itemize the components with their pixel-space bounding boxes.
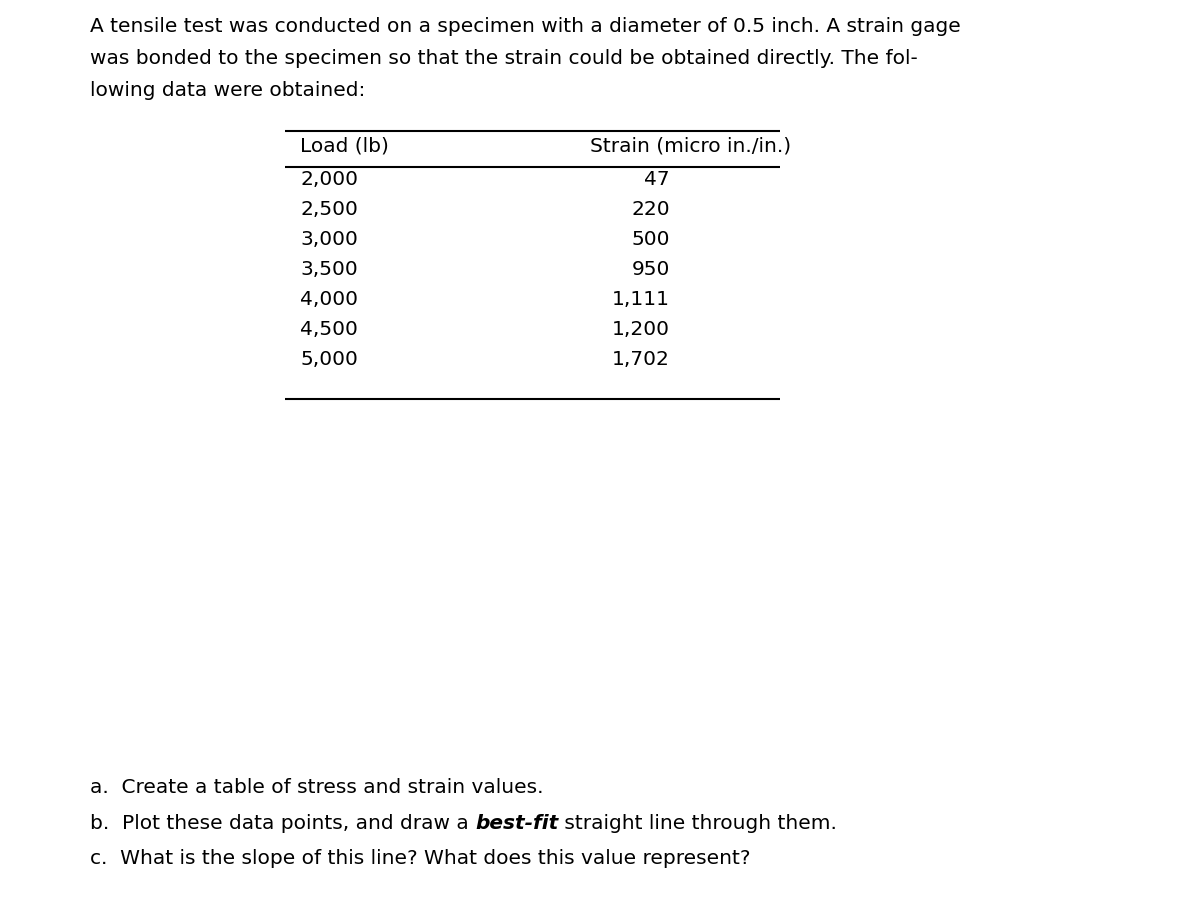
- Text: 47: 47: [644, 169, 670, 189]
- Text: 5,000: 5,000: [300, 350, 358, 369]
- Text: was bonded to the specimen so that the strain could be obtained directly. The fo: was bonded to the specimen so that the s…: [90, 49, 918, 68]
- Text: 1,111: 1,111: [612, 290, 670, 309]
- Text: 4,500: 4,500: [300, 320, 358, 339]
- Text: A tensile test was conducted on a specimen with a diameter of 0.5 inch. A strain: A tensile test was conducted on a specim…: [90, 17, 961, 36]
- Text: best-fit: best-fit: [475, 814, 558, 832]
- Text: 500: 500: [631, 230, 670, 249]
- Text: 220: 220: [631, 200, 670, 219]
- Text: 2,500: 2,500: [300, 200, 358, 219]
- Text: 1,702: 1,702: [612, 350, 670, 369]
- Text: 4,000: 4,000: [300, 290, 358, 309]
- Text: 950: 950: [631, 260, 670, 279]
- Text: 2,000: 2,000: [300, 169, 358, 189]
- Text: 3,000: 3,000: [300, 230, 358, 249]
- Text: straight line through them.: straight line through them.: [558, 814, 838, 832]
- Text: Strain (micro in./in.): Strain (micro in./in.): [590, 137, 791, 156]
- Text: b.  Plot these data points, and draw a: b. Plot these data points, and draw a: [90, 814, 475, 832]
- Text: a.  Create a table of stress and strain values.: a. Create a table of stress and strain v…: [90, 777, 544, 796]
- Text: Load (lb): Load (lb): [300, 137, 389, 156]
- Text: 3,500: 3,500: [300, 260, 358, 279]
- Text: c.  What is the slope of this line? What does this value represent?: c. What is the slope of this line? What …: [90, 848, 750, 867]
- Text: lowing data were obtained:: lowing data were obtained:: [90, 81, 365, 100]
- Text: 1,200: 1,200: [612, 320, 670, 339]
